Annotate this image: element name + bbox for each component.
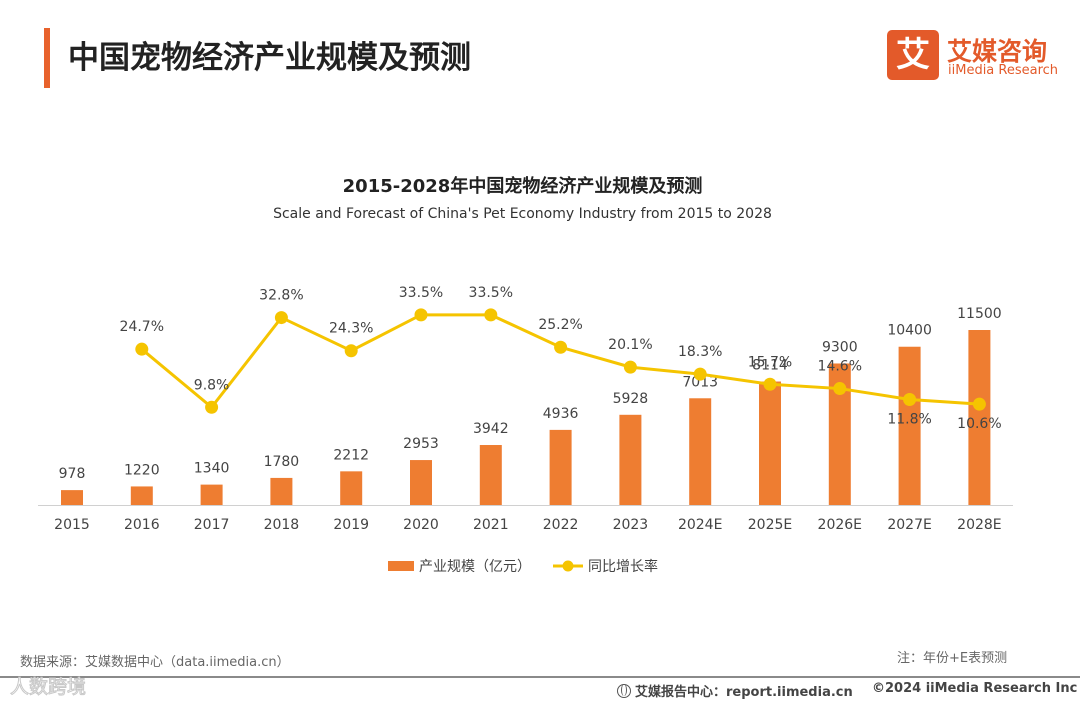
growth-label-2021: 33.5% bbox=[469, 285, 513, 301]
growth-point-2027E bbox=[903, 392, 917, 406]
logo-name-cn: 艾媒咨询 bbox=[947, 37, 1048, 66]
bar-label-2020: 2953 bbox=[403, 436, 439, 452]
bar-label-2024E: 7013 bbox=[682, 374, 718, 390]
bar-2018 bbox=[270, 477, 293, 505]
x-tick-label-2023: 2023 bbox=[613, 517, 649, 533]
growth-point-2028E bbox=[972, 397, 986, 411]
bar-2024E bbox=[689, 398, 712, 505]
x-tick-label-2021: 2021 bbox=[473, 517, 509, 533]
bar-label-2016: 1220 bbox=[124, 462, 160, 478]
title-accent-bar bbox=[44, 28, 50, 88]
x-tick-label-2016: 2016 bbox=[124, 517, 160, 533]
legend-bar-label: 产业规模（亿元） bbox=[419, 559, 531, 575]
bar-2021 bbox=[479, 445, 502, 505]
bar-2022 bbox=[549, 429, 572, 505]
growth-label-2017: 9.8% bbox=[194, 377, 230, 393]
x-tick-label-2027E: 2027E bbox=[887, 517, 931, 533]
x-tick-label-2024E: 2024E bbox=[678, 517, 722, 533]
growth-label-2020: 33.5% bbox=[399, 285, 443, 301]
x-tick-label-2015: 2015 bbox=[54, 517, 90, 533]
footer-report-text: 艾媒报告中心：report.iimedia.cn bbox=[635, 685, 853, 700]
bar-2017 bbox=[200, 484, 223, 505]
x-tick-label-2025E: 2025E bbox=[748, 517, 792, 533]
growth-label-2028E: 10.6% bbox=[957, 416, 1001, 432]
chart-subtitle: Scale and Forecast of China's Pet Econom… bbox=[273, 206, 772, 222]
legend-bar-swatch bbox=[388, 561, 414, 571]
bar-label-2028E: 11500 bbox=[957, 306, 1002, 322]
growth-label-2018: 32.8% bbox=[259, 288, 303, 304]
growth-label-2027E: 11.8% bbox=[887, 411, 931, 427]
bar-label-2021: 3942 bbox=[473, 421, 509, 437]
growth-point-2022 bbox=[554, 340, 568, 354]
x-tick-label-2028E: 2028E bbox=[957, 517, 1001, 533]
logo-glyph-icon: 艾 bbox=[887, 30, 939, 80]
bar-label-2023: 5928 bbox=[613, 391, 649, 407]
growth-label-2024E: 18.3% bbox=[678, 344, 722, 360]
growth-point-2021 bbox=[484, 308, 498, 322]
footer-copyright: ©2024 iiMedia Research Inc bbox=[872, 681, 1078, 696]
x-tick-label-2022: 2022 bbox=[543, 517, 579, 533]
growth-point-2024E bbox=[693, 367, 707, 381]
data-source: 数据来源：艾媒数据中心（data.iimedia.cn） bbox=[20, 655, 290, 670]
bar-label-2025E: 8114 bbox=[752, 358, 788, 374]
chart-title: 2015-2028年中国宠物经济产业规模及预测 bbox=[342, 176, 703, 197]
footer-divider bbox=[0, 676, 1080, 678]
bar-2016 bbox=[130, 486, 153, 505]
bar-2023 bbox=[619, 414, 642, 505]
growth-point-2026E bbox=[833, 382, 847, 396]
bar-label-2022: 4936 bbox=[543, 406, 579, 422]
x-tick-label-2026E: 2026E bbox=[818, 517, 862, 533]
globe-icon bbox=[617, 684, 631, 698]
forecast-note: 注：年份+E表预测 bbox=[897, 651, 1008, 666]
growth-label-2026E: 14.6% bbox=[818, 359, 862, 375]
bar-label-2026E: 9300 bbox=[822, 339, 858, 355]
logo-name-en: iiMedia Research bbox=[948, 63, 1059, 78]
bar-2027E bbox=[898, 346, 921, 505]
x-tick-label-2020: 2020 bbox=[403, 517, 439, 533]
x-tick-label-2018: 2018 bbox=[264, 517, 300, 533]
bar-2020 bbox=[410, 460, 432, 505]
x-tick-label-2019: 2019 bbox=[333, 517, 369, 533]
growth-point-2020 bbox=[414, 308, 428, 322]
growth-point-2023 bbox=[623, 360, 637, 374]
growth-point-2016 bbox=[135, 342, 149, 356]
bar-label-2019: 2212 bbox=[333, 447, 369, 463]
bar-2026E bbox=[828, 363, 851, 505]
growth-point-2019 bbox=[344, 344, 358, 358]
growth-label-2025E: 15.7% bbox=[748, 354, 792, 370]
bar-label-2018: 1780 bbox=[264, 454, 300, 470]
footer-report: 艾媒报告中心：report.iimedia.cn bbox=[617, 681, 853, 700]
legend-line-marker bbox=[562, 560, 574, 572]
growth-point-2025E bbox=[763, 377, 777, 391]
growth-label-2023: 20.1% bbox=[608, 337, 652, 353]
growth-point-2018 bbox=[274, 311, 288, 325]
growth-point-2017 bbox=[205, 400, 219, 414]
bar-2025E bbox=[759, 381, 781, 505]
growth-label-2016: 24.7% bbox=[120, 319, 164, 335]
bar-2019 bbox=[340, 471, 363, 505]
page-title: 中国宠物经济产业规模及预测 bbox=[68, 40, 471, 76]
growth-label-2019: 24.3% bbox=[329, 321, 373, 337]
bar-2028E bbox=[968, 330, 991, 505]
watermark-text: 人数跨境 bbox=[9, 676, 87, 699]
brand-logo: 艾 艾媒咨询 iiMedia Research bbox=[887, 30, 1067, 82]
bar-label-2015: 978 bbox=[59, 466, 86, 482]
bar-label-2027E: 10400 bbox=[887, 323, 932, 339]
legend-line-label: 同比增长率 bbox=[588, 558, 658, 575]
x-tick-label-2017: 2017 bbox=[194, 517, 230, 533]
bar-2015 bbox=[61, 490, 83, 505]
bar-label-2017: 1340 bbox=[194, 461, 230, 477]
growth-label-2022: 25.2% bbox=[538, 317, 582, 333]
